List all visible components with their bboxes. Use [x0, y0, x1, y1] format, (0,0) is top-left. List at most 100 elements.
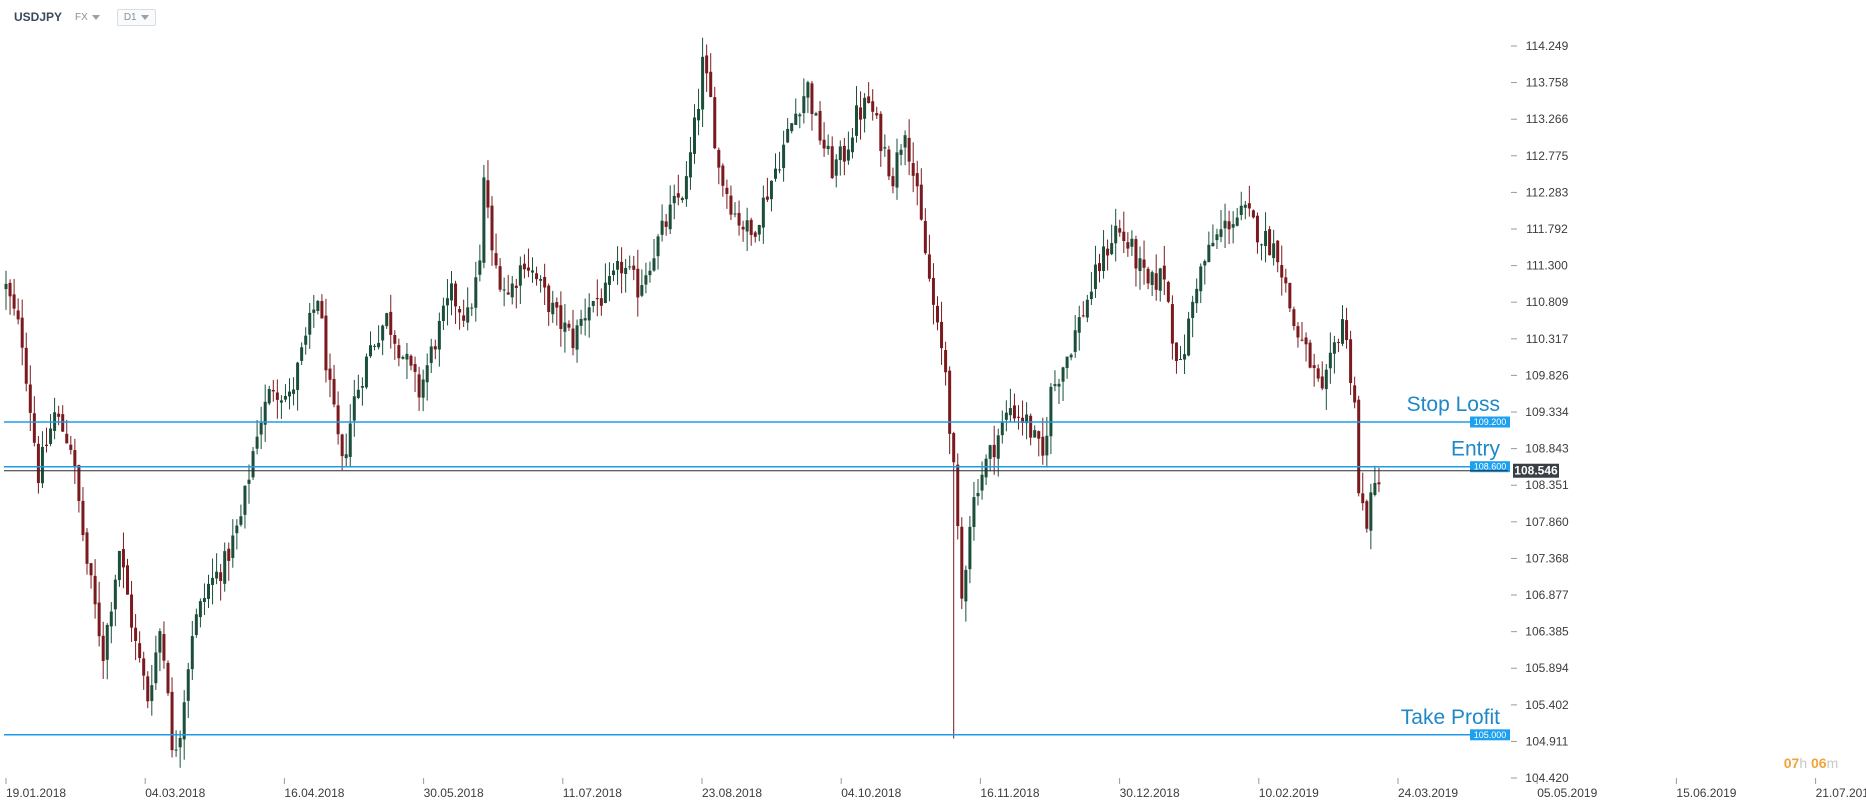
candle — [344, 433, 348, 467]
candle-body — [1053, 384, 1057, 387]
candle-body — [1012, 405, 1016, 419]
candle-body — [1166, 281, 1170, 302]
candle-body — [1004, 412, 1008, 420]
candle — [1300, 321, 1304, 342]
y-tick-label: 105.402 — [1525, 698, 1569, 712]
candle-body — [709, 71, 713, 98]
candle-body — [571, 328, 575, 349]
level-badge — [1470, 461, 1510, 473]
candle — [450, 270, 453, 316]
candle — [1349, 330, 1353, 396]
candle-body — [73, 450, 77, 467]
candle — [8, 279, 12, 315]
candle-body — [1268, 229, 1272, 256]
candle-body — [186, 669, 190, 701]
candle-body — [198, 601, 202, 618]
y-tick-label: 111.300 — [1526, 259, 1568, 273]
chart-toolbar: USDJPY FX D1 — [0, 0, 1866, 34]
candle — [215, 553, 219, 585]
candle-body — [859, 107, 863, 120]
candle — [996, 428, 1000, 477]
candle — [1089, 272, 1093, 306]
candle — [733, 202, 737, 218]
candle-body — [178, 737, 182, 748]
candle — [117, 550, 121, 587]
candle-body — [166, 662, 170, 694]
candle-body — [624, 267, 628, 274]
candle — [211, 558, 215, 605]
candle — [729, 185, 733, 221]
candle — [1142, 240, 1146, 285]
candle — [931, 263, 935, 325]
market-dropdown[interactable]: FX — [72, 9, 107, 26]
y-tick-label: 113.758 — [1526, 76, 1569, 90]
candle-body — [867, 96, 871, 104]
candle — [1093, 245, 1097, 299]
candle-body — [24, 347, 28, 384]
timeframe-dropdown[interactable]: D1 — [116, 8, 156, 26]
candle — [1369, 483, 1373, 550]
x-tick-label: 05.05.2019 — [1537, 786, 1597, 800]
candle-body — [964, 569, 968, 602]
candle-body — [259, 422, 263, 435]
candle-body — [980, 474, 984, 491]
candle-body — [680, 197, 684, 201]
candle-body — [883, 147, 887, 149]
candle-body — [1231, 224, 1235, 228]
candle-body — [121, 549, 125, 568]
candle — [1219, 209, 1223, 243]
candle — [267, 385, 271, 406]
candle-body — [296, 362, 300, 390]
candle-body — [405, 353, 409, 360]
candle-body — [324, 315, 328, 371]
candle-body — [126, 565, 129, 595]
candle — [202, 583, 206, 616]
candle — [895, 138, 899, 200]
candle — [919, 168, 923, 221]
candle-body — [786, 128, 790, 143]
candle — [207, 574, 210, 608]
symbol-label[interactable]: USDJPY — [14, 10, 63, 24]
candle-body — [170, 691, 174, 751]
candle — [162, 621, 166, 669]
candle — [40, 431, 44, 488]
candle — [1114, 208, 1118, 262]
candle — [235, 519, 239, 550]
x-tick-label: 30.12.2018 — [1120, 786, 1180, 800]
candle-body — [1049, 386, 1053, 437]
candle-body — [769, 180, 773, 200]
candle — [1166, 280, 1170, 304]
candle-body — [887, 149, 891, 177]
candle — [425, 353, 429, 401]
candle-body — [547, 285, 551, 313]
candle-body — [486, 180, 490, 208]
x-tick-label: 16.11.2018 — [980, 786, 1039, 800]
candle-body — [263, 401, 267, 425]
candle-body — [429, 346, 433, 364]
candle — [567, 320, 571, 331]
x-tick-label: 24.03.2019 — [1398, 786, 1458, 800]
candle-body — [850, 137, 854, 153]
y-tick-label: 109.826 — [1525, 368, 1569, 382]
candle — [940, 301, 944, 365]
candle-body — [765, 196, 769, 200]
candle — [579, 309, 583, 335]
candle-body — [1227, 221, 1231, 230]
candle — [1037, 430, 1041, 457]
candle — [126, 558, 129, 595]
candle — [1288, 282, 1292, 312]
candle-body — [940, 321, 944, 349]
level-label: Entry — [1451, 438, 1501, 461]
candle — [1292, 306, 1296, 331]
candle — [486, 160, 490, 219]
candle — [607, 262, 611, 302]
candle — [871, 89, 875, 121]
candle — [555, 297, 559, 326]
candle — [1170, 295, 1174, 360]
candle — [1061, 366, 1065, 401]
candle-body — [279, 400, 283, 403]
candle-body — [972, 497, 976, 528]
candle — [292, 377, 296, 406]
candle — [101, 621, 105, 679]
